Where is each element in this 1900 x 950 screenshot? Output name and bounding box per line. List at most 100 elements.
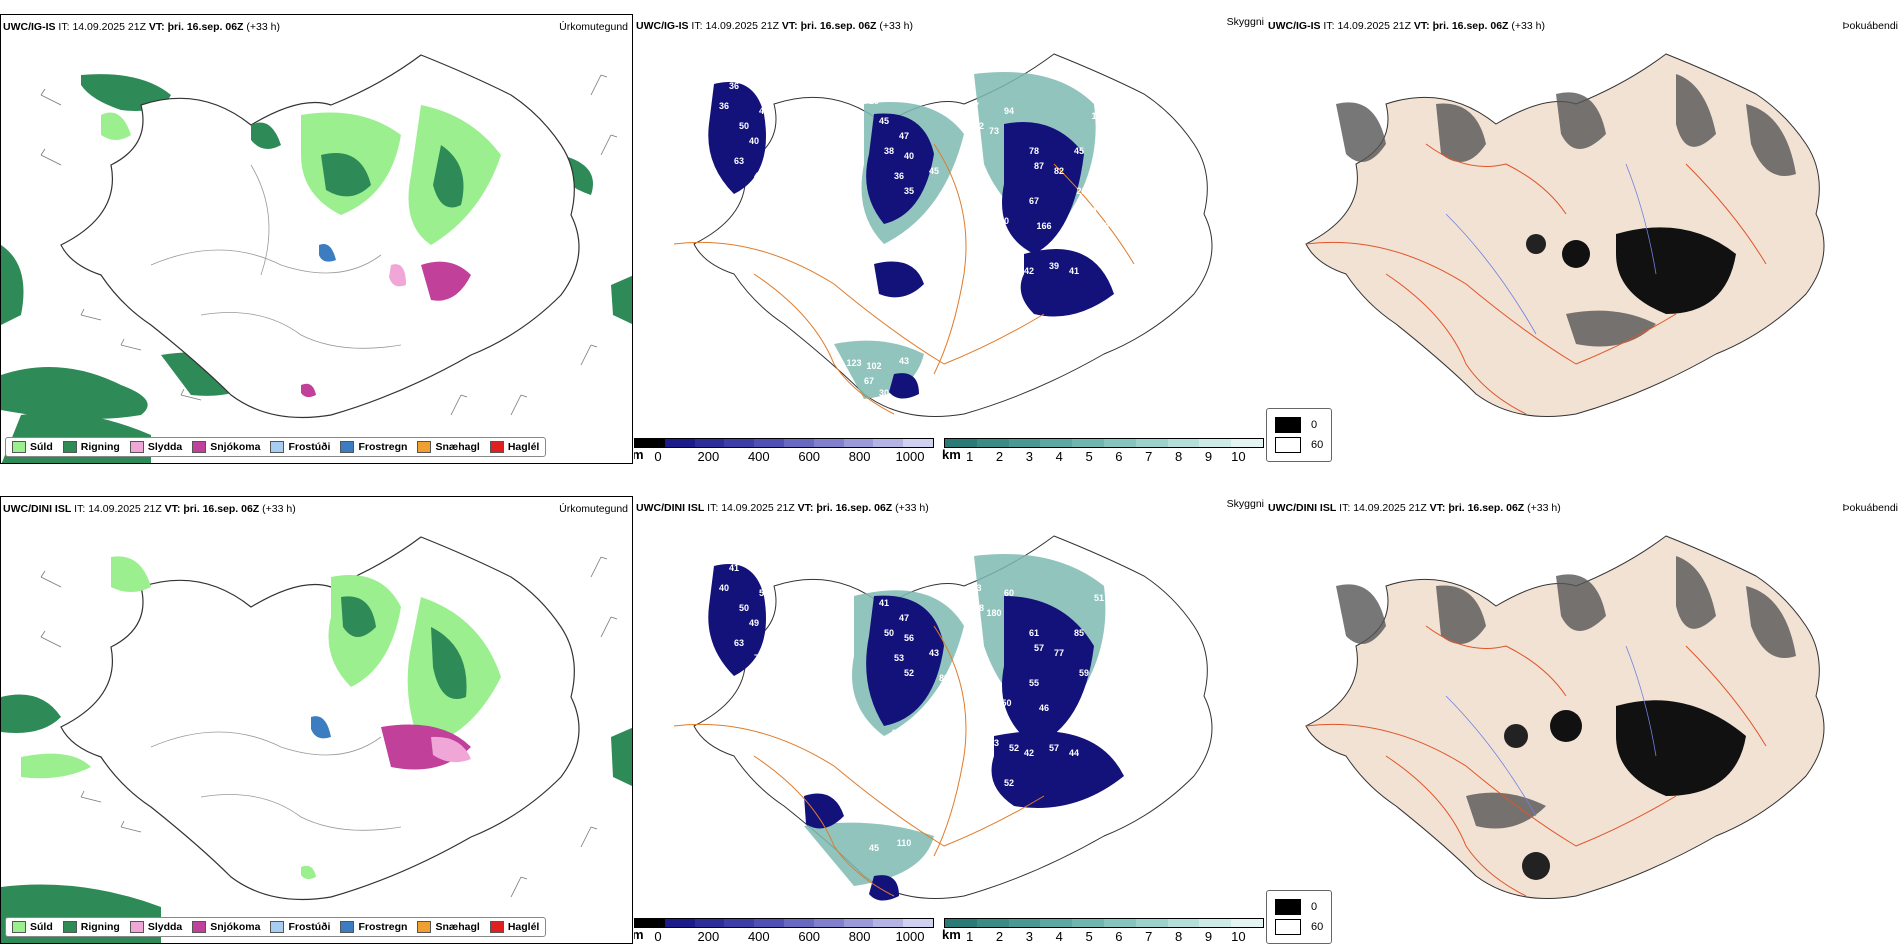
colorbar-tick-label: 400 bbox=[747, 449, 770, 464]
fog-legend-bottom: 0 60 bbox=[1266, 890, 1333, 944]
precip-legend-item: Haglél bbox=[489, 921, 540, 933]
cloudbase-value-label: 102 bbox=[866, 361, 881, 371]
cloudbase-value-label: 40 bbox=[1079, 246, 1089, 256]
legend-swatch bbox=[270, 441, 285, 453]
colorbar-segment bbox=[843, 919, 874, 927]
precip-legend-item: Frostregn bbox=[340, 441, 407, 453]
cloudbase-value-label: 200 bbox=[1081, 206, 1096, 216]
cloudbase-value-label: 52 bbox=[904, 668, 914, 678]
cloudbase-value-label: 52 bbox=[1004, 778, 1014, 788]
legend-swatch bbox=[62, 441, 77, 453]
cloudbase-value-label: 94 bbox=[1004, 106, 1014, 116]
legend-label: 0 bbox=[1311, 419, 1318, 431]
colorbar-segment bbox=[813, 919, 844, 927]
fog-map-bottom bbox=[1305, 535, 1825, 899]
cloudbase-value-label: 43 bbox=[949, 718, 959, 728]
cloudbase-value-label: 46 bbox=[1039, 703, 1049, 713]
fog-map-top bbox=[1305, 53, 1825, 417]
cloudbase-value-label: 103 bbox=[891, 728, 906, 738]
legend-swatch bbox=[192, 921, 207, 933]
precip-map-top bbox=[1, 54, 632, 463]
precip-legend-item: Snjókoma bbox=[192, 921, 260, 933]
visibility-colorbar-bottom: km 1 2 3 4 5 6 7 8 9 10 bbox=[942, 918, 1264, 944]
precip-panel-title-bottom: Úrkomutegund bbox=[559, 503, 628, 515]
cloudbase-value-label: 45 bbox=[869, 843, 879, 853]
legend-label: Haglél bbox=[507, 921, 540, 933]
legend-swatch bbox=[270, 921, 285, 933]
cloudbase-value-label: 57 bbox=[1049, 743, 1059, 753]
legend-label: Snæhagl bbox=[435, 441, 480, 453]
colorbar-tick-label: 4 bbox=[1055, 929, 1063, 944]
cloudbase-value-label: 53 bbox=[894, 653, 904, 663]
precip-panel-bottom: UWC/DINI ISL IT: 14.09.2025 21Z VT: þri.… bbox=[0, 496, 633, 944]
cloudbase-value-label: 47 bbox=[899, 131, 909, 141]
colorbar-segment bbox=[635, 439, 665, 447]
cloudbase-value-label: 11 bbox=[1159, 161, 1169, 171]
cloudbase-value-label: 40 bbox=[999, 216, 1009, 226]
cloudbase-value-label: 36 bbox=[894, 171, 904, 181]
cloudbase-value-label: 55 bbox=[704, 538, 714, 548]
cloudbase-value-label: 30 bbox=[879, 388, 889, 398]
cloudbase-value-label: 53 bbox=[919, 246, 929, 256]
cloudbase-value-label: 50 bbox=[739, 603, 749, 613]
colorbar-segment bbox=[1103, 919, 1136, 927]
colorbar-segment bbox=[1040, 919, 1073, 927]
legend-swatch bbox=[340, 921, 355, 933]
cloudbase-value-label: 87 bbox=[1034, 161, 1044, 171]
cloudbase-value-label: 45 bbox=[929, 166, 939, 176]
colorbar-segment bbox=[1199, 439, 1232, 447]
legend-label: Snjókoma bbox=[210, 921, 261, 933]
precip-legend-item: Súld bbox=[12, 441, 53, 453]
legend-label: 60 bbox=[1311, 921, 1324, 933]
colorbar-segment bbox=[873, 919, 904, 927]
legend-label: Frostregn bbox=[358, 921, 408, 933]
precip-legend-item: Slydda bbox=[129, 921, 182, 933]
legend-swatch bbox=[489, 441, 504, 453]
colorbar-tick-label: 5 bbox=[1085, 929, 1093, 944]
cloudbase-value-label: 59 bbox=[1079, 668, 1089, 678]
precip-legend-item: Snæhagl bbox=[417, 921, 480, 933]
fog-panel-top: UWC/IG-IS IT: 14.09.2025 21Z VT: þri. 16… bbox=[1266, 14, 1900, 464]
colorbar-tick-label: 2 bbox=[995, 929, 1004, 944]
legend-swatch bbox=[1275, 437, 1301, 453]
cloudbase-value-label: 72 bbox=[1104, 241, 1114, 251]
colorbar-tick-label: 200 bbox=[697, 929, 720, 944]
colorbar-segment bbox=[694, 919, 725, 927]
fog-legend-item: 60 bbox=[1275, 435, 1323, 455]
legend-swatch bbox=[417, 441, 432, 453]
colorbar-tick-label: 600 bbox=[798, 929, 821, 944]
precip-header-top: UWC/IG-IS IT: 14.09.2025 21Z VT: þri. 16… bbox=[3, 21, 280, 33]
cloud-header-top: UWC/IG-IS IT: 14.09.2025 21Z VT: þri. 16… bbox=[636, 20, 913, 32]
cloudbase-value-label: 44 bbox=[1069, 748, 1079, 758]
fog-panel-bottom: UWC/DINI ISL IT: 14.09.2025 21Z VT: þri.… bbox=[1266, 496, 1900, 944]
colorbar-tick-label: 0 bbox=[654, 929, 662, 944]
legend-label: Rigning bbox=[80, 921, 120, 933]
legend-swatch bbox=[1275, 417, 1301, 433]
precip-legend-bottom: Súld Rigning Slydda Snjókoma Frostúði Frostre… bbox=[5, 917, 547, 937]
colorbar-segment bbox=[945, 919, 977, 927]
cloudbase-value-label: 41 bbox=[1069, 266, 1079, 276]
cloudbase-value-label: 166 bbox=[1036, 221, 1051, 231]
colorbar-tick-label: 10 bbox=[1231, 449, 1246, 464]
cloudbase-value-label: 45 bbox=[1009, 261, 1019, 271]
legend-swatch bbox=[12, 921, 26, 933]
colorbar-segment bbox=[1199, 919, 1232, 927]
fog-panel-title-top: Þokuábendi bbox=[1842, 20, 1898, 32]
colorbar-tick-label: 4 bbox=[1055, 449, 1063, 464]
precip-legend-item: Frostúði bbox=[270, 441, 330, 453]
colorbar-tick-label: 200 bbox=[697, 449, 720, 464]
cloudbase-value-label: 60 bbox=[1004, 588, 1014, 598]
colorbar-tick-label: 9 bbox=[1204, 449, 1213, 464]
cloudbase-value-label: 40 bbox=[719, 583, 729, 593]
legend-swatch bbox=[129, 921, 144, 933]
cloudbase-value-label: 110 bbox=[897, 838, 912, 848]
legend-label: Haglél bbox=[507, 441, 540, 453]
legend-swatch bbox=[1275, 919, 1301, 935]
legend-label: Súld bbox=[30, 441, 53, 453]
cloudbase-value-label: 89 bbox=[939, 673, 949, 683]
cloudbase-value-label: 57 bbox=[969, 101, 979, 111]
legend-label: Snjókoma bbox=[210, 441, 261, 453]
legend-swatch bbox=[129, 441, 144, 453]
